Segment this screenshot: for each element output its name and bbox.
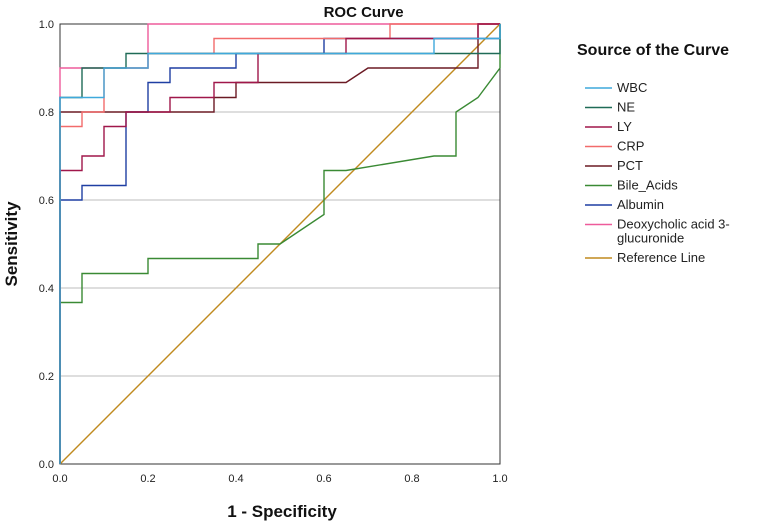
legend: WBC NE LY CRP PCT Bile_Acids Albumin Deoxycholi… [585, 80, 730, 265]
legend-item: WBC [585, 80, 647, 95]
legend-item: Albumin [585, 197, 664, 212]
y-tick-label: 0.2 [39, 371, 54, 383]
x-tick-label: 0.6 [316, 473, 331, 485]
y-tick-label: 1.0 [39, 19, 54, 31]
legend-label: PCT [617, 158, 643, 173]
y-tick-label: 0.4 [39, 283, 54, 295]
x-tick-label: 0.2 [140, 473, 155, 485]
legend-label: Reference Line [617, 250, 705, 265]
legend-item: Reference Line [585, 250, 705, 265]
y-tick-label: 0.6 [39, 195, 54, 207]
series-line-ly [59, 23, 500, 464]
x-axis-title: 1 - Specificity [227, 502, 337, 521]
x-tick-label: 0.0 [52, 473, 67, 485]
legend-label: WBC [617, 80, 647, 95]
series-line-albumin [59, 24, 501, 464]
x-tick-label: 0.4 [228, 473, 243, 485]
legend-item: Deoxycholic acid 3-glucuronide [585, 217, 730, 246]
series-line-bile-acids [59, 24, 501, 464]
legend-label: LY [617, 119, 632, 134]
y-axis-title: Sensitivity [2, 201, 21, 287]
y-tick-label: 0.0 [39, 459, 54, 471]
legend-item: CRP [585, 139, 644, 154]
legend-item: NE [585, 100, 635, 115]
legend-item: LY [585, 119, 632, 134]
x-tick-label: 0.8 [404, 473, 419, 485]
legend-label: glucuronide [617, 231, 684, 246]
legend-item: PCT [585, 158, 643, 173]
tick-layer: 0.0 0.2 0.4 0.6 0.8 1.0 0.0 0.2 0.4 0.6 0.8 1.0 [39, 19, 508, 485]
legend-label: Bile_Acids [617, 178, 678, 193]
legend-title: Source of the Curve [577, 42, 729, 59]
x-tick-label: 1.0 [492, 473, 507, 485]
legend-label: Deoxycholic acid 3- [617, 217, 730, 232]
series-line-wbc [59, 24, 501, 464]
legend-label: CRP [617, 139, 644, 154]
legend-label: Albumin [617, 197, 664, 212]
legend-item: Bile_Acids [585, 178, 678, 193]
y-tick-label: 0.8 [39, 107, 54, 119]
series-layer [59, 23, 501, 465]
chart-title: ROC Curve [324, 4, 404, 21]
legend-label: NE [617, 100, 635, 115]
